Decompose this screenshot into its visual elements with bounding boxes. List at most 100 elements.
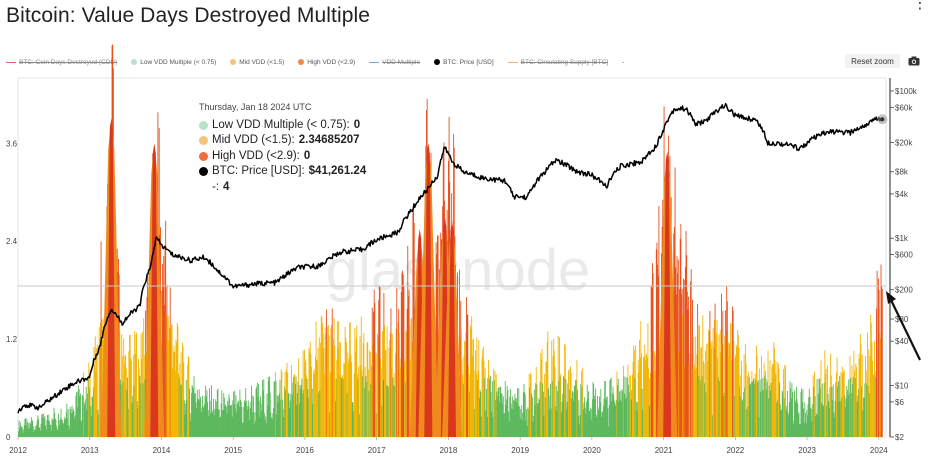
vdd-bar xyxy=(866,383,868,437)
vdd-bar xyxy=(830,375,832,437)
vdd-bar xyxy=(724,336,726,437)
vdd-bar xyxy=(320,343,322,437)
vdd-bar xyxy=(277,402,279,437)
vdd-bar xyxy=(72,412,74,437)
vdd-bar xyxy=(748,376,750,437)
vdd-bar xyxy=(835,382,837,437)
menu-kebab-icon[interactable]: ⋮ xyxy=(912,0,928,12)
vdd-bar xyxy=(45,425,47,437)
vdd-bar xyxy=(700,347,702,437)
vdd-bar xyxy=(29,422,31,437)
vdd-bar xyxy=(52,419,54,437)
tooltip-label: Mid VDD (<1.5): xyxy=(212,134,295,146)
vdd-bar xyxy=(41,414,43,437)
vdd-bar xyxy=(756,355,758,437)
vdd-bar xyxy=(408,289,410,437)
vdd-bar xyxy=(185,403,187,437)
legend-label: High VDD (<2.9) xyxy=(307,58,356,66)
high-vdd-spike-core xyxy=(150,143,159,438)
vdd-bar xyxy=(734,357,736,437)
vdd-bar xyxy=(826,405,828,437)
vdd-bar xyxy=(165,314,167,437)
camera-icon[interactable] xyxy=(907,55,921,67)
legend-item-2[interactable]: Mid VDD (<1.5) xyxy=(230,59,284,66)
vdd-bar xyxy=(859,358,861,437)
vdd-bar xyxy=(265,423,267,437)
vdd-bar xyxy=(398,308,400,437)
vdd-bar xyxy=(803,408,804,437)
vdd-bar xyxy=(712,415,713,437)
vdd-bar xyxy=(612,386,614,437)
vdd-bar xyxy=(321,317,323,437)
legend-item-5[interactable]: BTC: Price [USD] xyxy=(434,59,494,66)
vdd-bar xyxy=(230,405,232,437)
vdd-bar xyxy=(496,391,498,437)
vdd-bar xyxy=(606,396,608,437)
vdd-bar xyxy=(848,392,850,437)
vdd-bar xyxy=(517,388,518,437)
legend-item-4[interactable]: VDD Multiple xyxy=(369,59,420,66)
vdd-bar xyxy=(28,422,30,437)
vdd-bar xyxy=(311,367,313,437)
vdd-bar xyxy=(635,345,637,437)
vdd-bar xyxy=(690,269,692,437)
vdd-bar xyxy=(52,420,54,437)
vdd-bar xyxy=(708,331,710,437)
high-vdd-spike-core xyxy=(424,143,433,438)
vdd-bar xyxy=(720,352,722,437)
vdd-bar xyxy=(688,363,690,437)
vdd-bar xyxy=(199,400,201,437)
vdd-bar xyxy=(570,366,571,437)
tooltip-label: BTC: Price [USD]: xyxy=(212,165,305,177)
vdd-bar xyxy=(631,389,633,437)
vdd-bar xyxy=(286,362,288,437)
vdd-bar xyxy=(78,385,79,437)
vdd-bar xyxy=(590,408,591,437)
vdd-bar xyxy=(766,381,768,437)
vdd-bar xyxy=(39,427,41,437)
vdd-bar xyxy=(647,323,649,437)
vdd-bar xyxy=(325,309,327,437)
vdd-bar xyxy=(391,367,393,437)
vdd-bar xyxy=(386,326,388,437)
vdd-bar xyxy=(87,376,89,437)
vdd-bar xyxy=(479,389,481,437)
vdd-bar xyxy=(510,403,512,437)
vdd-bar xyxy=(374,303,376,437)
vdd-bar xyxy=(393,385,395,437)
legend-item-6[interactable]: BTC: Circulating Supply [BTC] xyxy=(507,59,608,66)
vdd-bar xyxy=(642,410,644,437)
vdd-bar xyxy=(121,334,123,437)
vdd-bar xyxy=(194,394,196,437)
legend-item-3[interactable]: High VDD (<2.9) xyxy=(298,59,355,66)
vdd-bar xyxy=(80,421,82,437)
vdd-bar xyxy=(728,342,730,437)
vdd-bar xyxy=(790,388,792,437)
vdd-bar xyxy=(770,390,772,437)
legend-item-0[interactable]: BTC: Coin Days Destroyed (CDD) xyxy=(6,59,117,66)
vdd-bar xyxy=(23,429,25,437)
vdd-bar xyxy=(578,400,580,437)
vdd-bar xyxy=(837,381,839,437)
vdd-bar xyxy=(740,396,742,437)
vdd-bar xyxy=(197,399,199,437)
vdd-bar xyxy=(338,342,340,437)
vdd-bar xyxy=(622,365,624,437)
vdd-bar xyxy=(576,360,578,437)
vdd-bar xyxy=(349,322,351,437)
vdd-bar xyxy=(871,341,873,437)
vdd-bar xyxy=(714,303,716,437)
legend-item-1[interactable]: Low VDD Multiple (< 0.75) xyxy=(131,59,216,66)
vdd-bar xyxy=(223,397,225,437)
x-tick-label: 2019 xyxy=(511,446,529,455)
reset-zoom-button[interactable]: Reset zoom xyxy=(845,54,900,68)
vdd-bar xyxy=(879,338,881,437)
vdd-bar xyxy=(540,353,542,437)
vdd-bar xyxy=(19,422,21,437)
vdd-bar xyxy=(31,420,33,437)
vdd-bar xyxy=(274,381,276,437)
vdd-bar xyxy=(775,402,777,437)
vdd-bar xyxy=(573,400,575,437)
vdd-bar xyxy=(708,329,710,437)
